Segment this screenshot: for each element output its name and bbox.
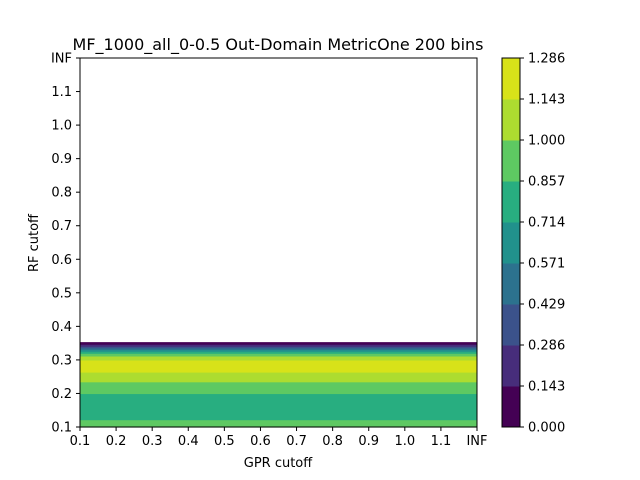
contour-band-12 — [80, 342, 477, 345]
colorbar-swatch-1 — [502, 345, 520, 387]
y-axis: 0.1 0.2 0.3 0.4 0.5 0.6 0.7 0.8 0.9 1.0 1.1 INF — [51, 52, 80, 436]
y-tick-label: 0.9 — [51, 152, 72, 167]
x-tick-label: 0.3 — [142, 434, 163, 449]
colorbar-swatch-4 — [502, 222, 520, 264]
y-tick-label: 0.8 — [51, 186, 72, 201]
y-tick-label: 1.1 — [51, 85, 72, 100]
colorbar — [502, 58, 520, 428]
x-axis: 0.1 0.2 0.3 0.4 0.5 0.6 0.7 0.8 0.9 1.0 1.1 INF — [70, 427, 488, 449]
contour-band-3 — [80, 371, 477, 383]
colorbar-tick-label: 1.143 — [528, 93, 565, 108]
colorbar-tick-label: 1.000 — [528, 134, 565, 149]
y-tick-label: INF — [51, 52, 72, 67]
x-tick-label: 1.0 — [394, 434, 415, 449]
plot-area — [80, 342, 477, 428]
colorbar-tick-label: 0.857 — [528, 175, 565, 190]
colorbar-tick-label: 0.000 — [528, 421, 565, 436]
contour-band-10 — [80, 346, 477, 349]
colorbar-tick-label: 0.143 — [528, 380, 565, 395]
y-tick-label: 0.7 — [51, 219, 72, 234]
x-tick-label: INF — [466, 434, 487, 449]
contour-band-11 — [80, 344, 477, 347]
y-tick-label: 0.1 — [51, 421, 72, 436]
colorbar-tick-label: 0.429 — [528, 298, 565, 313]
contour-band-6 — [80, 353, 477, 357]
colorbar-swatch-3 — [502, 263, 520, 305]
y-tick-label: 0.4 — [51, 320, 72, 335]
x-axis-label: GPR cutoff — [244, 456, 314, 471]
colorbar-swatch-8 — [502, 58, 520, 100]
contour-band-5 — [80, 355, 477, 361]
colorbar-swatch-7 — [502, 99, 520, 141]
colorbar-tick-label: 0.714 — [528, 216, 565, 231]
colorbar-tick-label: 1.286 — [528, 52, 565, 67]
colorbar-axis: 0.000 0.143 0.286 0.429 0.571 0.714 0.857 1.000… — [520, 52, 565, 436]
y-axis-label: RF cutoff — [27, 213, 42, 272]
colorbar-swatch-6 — [502, 140, 520, 182]
contour-band-9 — [80, 347, 477, 351]
contour-band-8 — [80, 349, 477, 352]
colorbar-tick-label: 0.286 — [528, 339, 565, 354]
y-tick-label: 0.3 — [51, 353, 72, 368]
colorbar-swatch-2 — [502, 304, 520, 346]
x-tick-label: 0.9 — [358, 434, 379, 449]
x-tick-label: 0.2 — [106, 434, 127, 449]
colorbar-swatch-5 — [502, 181, 520, 223]
x-tick-label: 0.6 — [250, 434, 271, 449]
x-tick-label: 0.5 — [214, 434, 235, 449]
contour-band-0 — [80, 419, 477, 428]
colorbar-frame — [501, 57, 521, 428]
y-tick-label: 0.6 — [51, 253, 72, 268]
contour-band-1 — [80, 393, 477, 421]
y-tick-label: 0.2 — [51, 387, 72, 402]
x-tick-label: 1.1 — [431, 434, 452, 449]
plot-frame — [79, 57, 478, 428]
x-tick-label: 0.4 — [178, 434, 199, 449]
contour-band-4 — [80, 359, 477, 373]
x-tick-label: 0.7 — [286, 434, 307, 449]
contour-band-7 — [80, 351, 477, 354]
x-tick-label: 0.1 — [70, 434, 91, 449]
colorbar-tick-label: 0.571 — [528, 257, 565, 272]
y-tick-label: 0.5 — [51, 286, 72, 301]
y-tick-label: 1.0 — [51, 119, 72, 134]
contour-band-2 — [80, 381, 477, 395]
chart-title: MF_1000_all_0-0.5 Out-Domain MetricOne 2… — [73, 35, 484, 55]
x-tick-label: 0.8 — [322, 434, 343, 449]
colorbar-swatch-0 — [502, 386, 520, 428]
